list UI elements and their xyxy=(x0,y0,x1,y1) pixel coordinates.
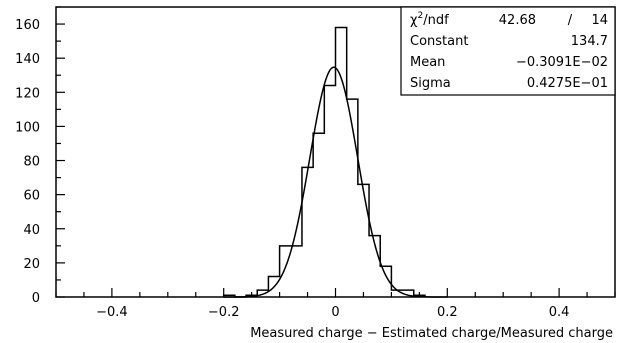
x-tick-label: 0 xyxy=(331,305,339,320)
histogram-outline xyxy=(222,26,426,298)
stats-chi2-label: χ2/ndf xyxy=(410,11,449,28)
stats-ndf-value: 14 xyxy=(591,13,608,28)
stats-box-frame xyxy=(400,6,616,96)
y-tick-label: 20 xyxy=(23,257,40,272)
x-tick-label: −0.4 xyxy=(96,305,128,320)
y-tick-label: 60 xyxy=(23,189,40,204)
x-tick-label: 0.4 xyxy=(549,305,570,320)
y-tick-label: 0 xyxy=(32,291,40,306)
y-tick-label: 100 xyxy=(15,120,40,135)
x-tick-labels: −0.4 −0.2 0 0.2 0.4 xyxy=(96,305,569,320)
x-axis-title: Measured charge − Estimated charge/Measu… xyxy=(250,326,613,341)
stats-chi2-value: 42.68 xyxy=(499,13,536,28)
y-tick-label: 160 xyxy=(15,18,40,33)
stats-chi2-separator: / xyxy=(568,13,573,28)
stats-sigma-label: Sigma xyxy=(410,76,451,91)
y-tick-label: 120 xyxy=(15,86,40,101)
gaussian-fit-curve xyxy=(223,66,448,298)
fit-statistics-box: χ2/ndf 42.68 / 14 Constant 134.7 Mean −0… xyxy=(400,6,616,96)
y-tick-label: 40 xyxy=(23,223,40,238)
plot-frame xyxy=(55,6,616,298)
stats-constant-label: Constant xyxy=(410,34,468,49)
y-tick-label: 80 xyxy=(23,155,40,170)
y-tick-label: 140 xyxy=(15,52,40,67)
stats-sigma-value: 0.4275E−01 xyxy=(527,76,608,91)
x-tick-label: 0.2 xyxy=(437,305,458,320)
stats-constant-value: 134.7 xyxy=(571,34,608,49)
y-tick-labels: 0 20 40 60 80 100 120 140 160 xyxy=(15,18,40,306)
stats-mean-label: Mean xyxy=(410,55,445,70)
stats-mean-value: −0.3091E−02 xyxy=(516,55,608,70)
x-tick-label: −0.2 xyxy=(208,305,240,320)
